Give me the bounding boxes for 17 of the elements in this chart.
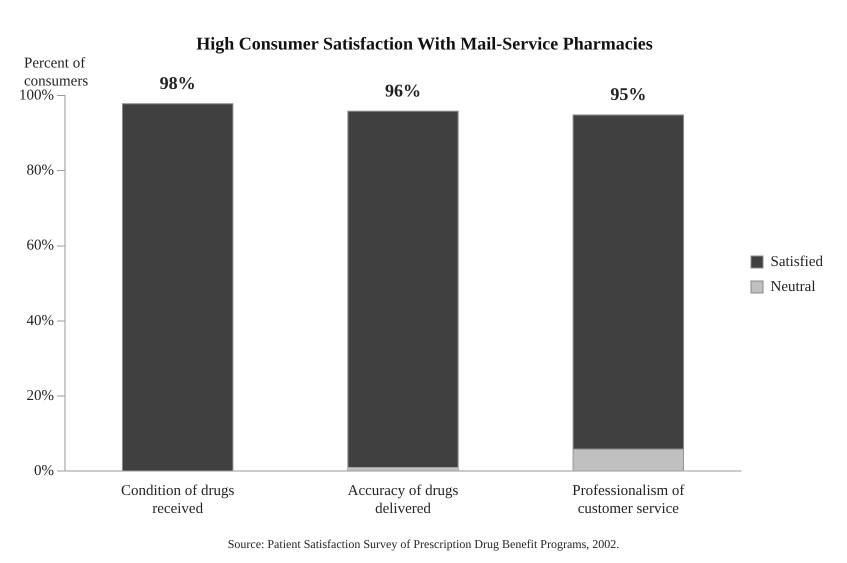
y-tick-label: 20%: [26, 388, 54, 404]
y-tick-label: 0%: [34, 462, 54, 479]
y-tick-label: 100%: [18, 88, 54, 104]
x-tick-label: Condition of drugs received: [120, 482, 234, 517]
x-tick-label: Professionalism of customer service: [572, 482, 684, 517]
y-axis-title: Percent of consumers: [24, 56, 88, 90]
y-tick-label: 40%: [26, 312, 54, 329]
y-tick-label: 60%: [26, 238, 54, 254]
y-tick-label: 80%: [26, 162, 54, 179]
source-note: Source: Patient Satisfaction Survey of Prescription Drug Benefit Programs, 2002.: [228, 537, 620, 552]
legend-label: Neutral: [770, 278, 816, 295]
x-tick-label: Accuracy of drugs delivered: [348, 482, 459, 517]
legend-label: Satisfied: [770, 254, 824, 270]
total-label: 95%: [610, 84, 646, 104]
total-label: 96%: [385, 80, 421, 100]
chart-title: High Consumer Satisfaction With Mail-Service Pharmacies: [196, 33, 653, 54]
total-label: 98%: [160, 72, 196, 93]
